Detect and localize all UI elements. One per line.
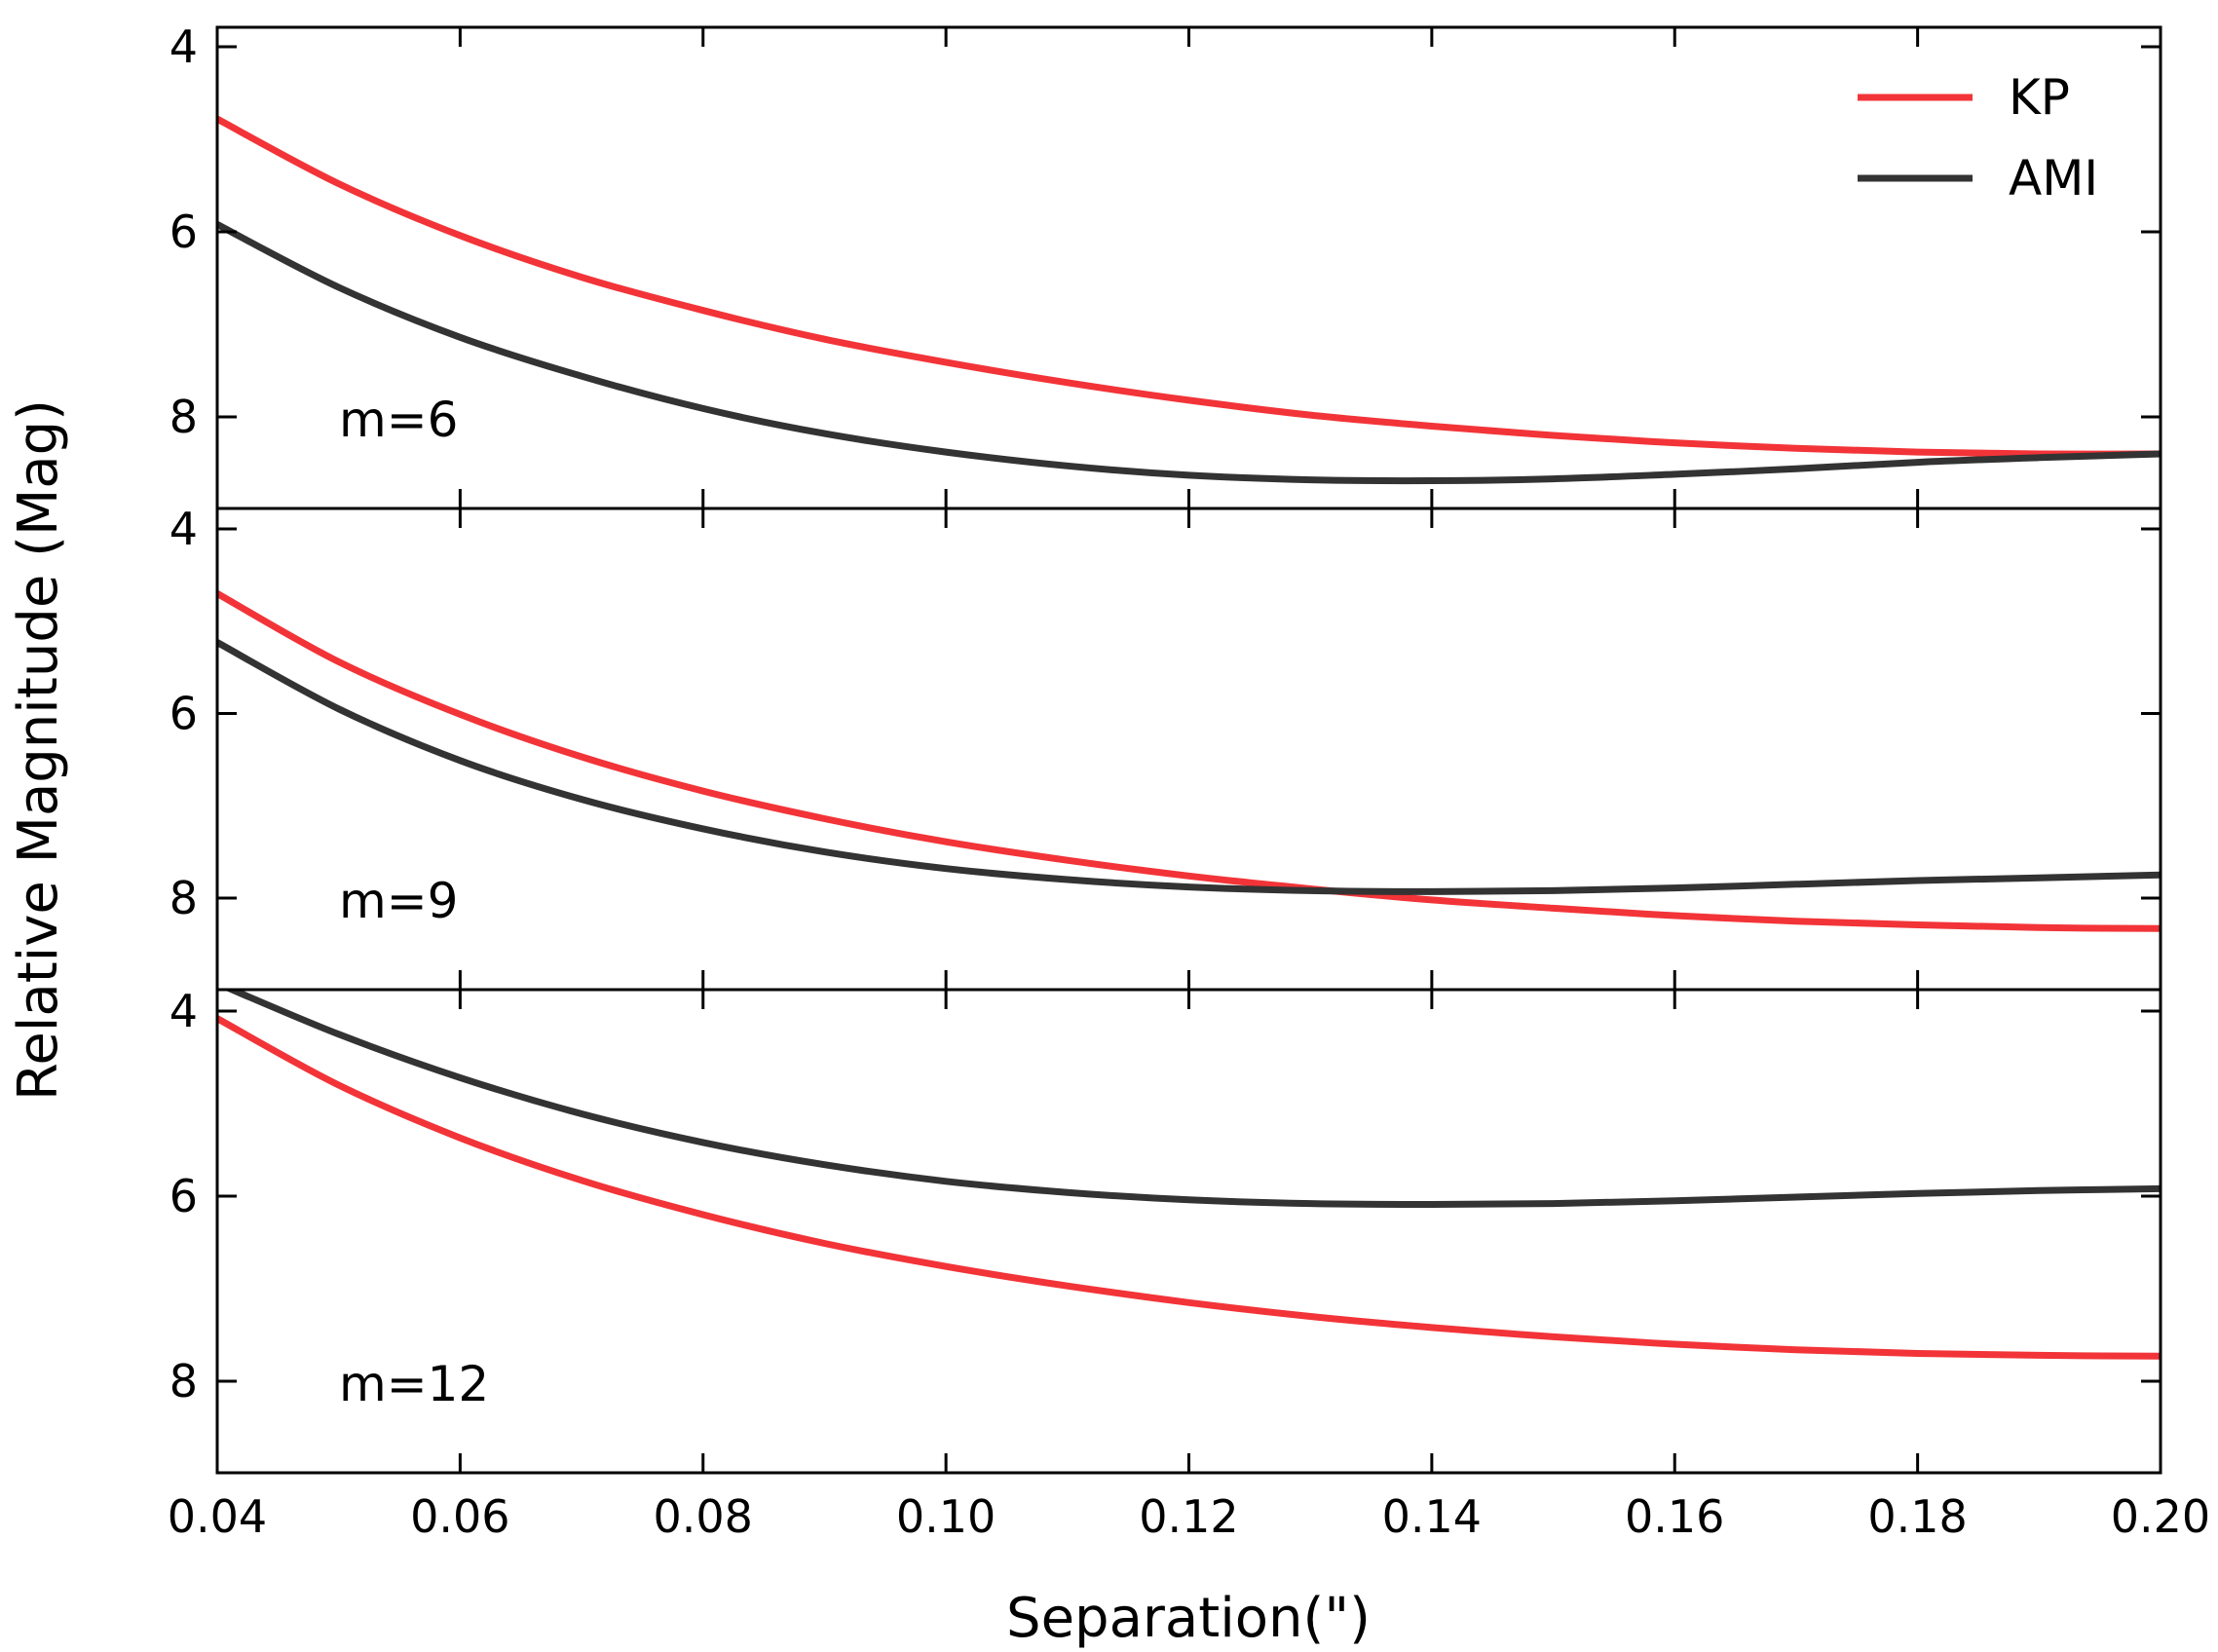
y-tick-label: 8 (169, 872, 198, 924)
series-line-kp-panel-2 (217, 590, 2161, 932)
legend: KP AMI (1858, 69, 2098, 206)
y-tick-label: 4 (169, 20, 198, 73)
x-tick-label: 0.04 (168, 1490, 267, 1543)
panel-3-annotation: m=12 (339, 1356, 489, 1412)
axes: 4 6 8 m=6 4 6 8 m=9 4 6 8 m=12 0.04 0.06 0.08 0.10 0.12 0… (168, 20, 2210, 1543)
panel-2-frame (215, 507, 2162, 992)
y-tick-label: 6 (169, 206, 198, 258)
x-tick-label: 0.08 (654, 1490, 753, 1543)
x-tick-label: 0.16 (1625, 1490, 1724, 1543)
panel-1-annotation: m=6 (339, 392, 458, 448)
y-tick-label: 6 (169, 688, 198, 740)
legend-label-ami: AMI (2009, 150, 2098, 206)
y-tick-label: 6 (169, 1170, 198, 1222)
y-axis-label: Relative Magnitude (Mag) (7, 399, 70, 1101)
panel-3-frame (215, 988, 2162, 1475)
series-line-kp-panel-3 (217, 1015, 2161, 1360)
panel-1-series (217, 116, 2161, 485)
x-tick-label: 0.12 (1139, 1490, 1238, 1543)
x-tick-label: 0.14 (1382, 1490, 1482, 1543)
panel-3-series (217, 990, 2161, 1360)
series-line-kp-panel-1 (217, 116, 2161, 458)
x-tick-label: 0.20 (2111, 1490, 2210, 1543)
x-axis-label: Separation(") (1006, 1587, 1371, 1650)
panel-2-series (217, 590, 2161, 932)
panel-2-annotation: m=9 (339, 873, 458, 929)
y-tick-label: 8 (169, 1355, 198, 1408)
series-line-ami-panel-1 (217, 221, 2161, 485)
y-tick-label: 4 (169, 985, 198, 1037)
plot-area (217, 116, 2161, 1360)
x-tick-label: 0.18 (1867, 1490, 1967, 1543)
legend-label-kp: KP (2009, 69, 2070, 126)
x-tick-label: 0.10 (896, 1490, 996, 1543)
x-tick-label: 0.06 (410, 1490, 509, 1543)
series-line-ami-panel-2 (217, 639, 2161, 895)
y-tick-label: 4 (169, 503, 198, 555)
series-line-ami-panel-3 (223, 990, 2161, 1208)
y-tick-label: 8 (169, 391, 198, 443)
